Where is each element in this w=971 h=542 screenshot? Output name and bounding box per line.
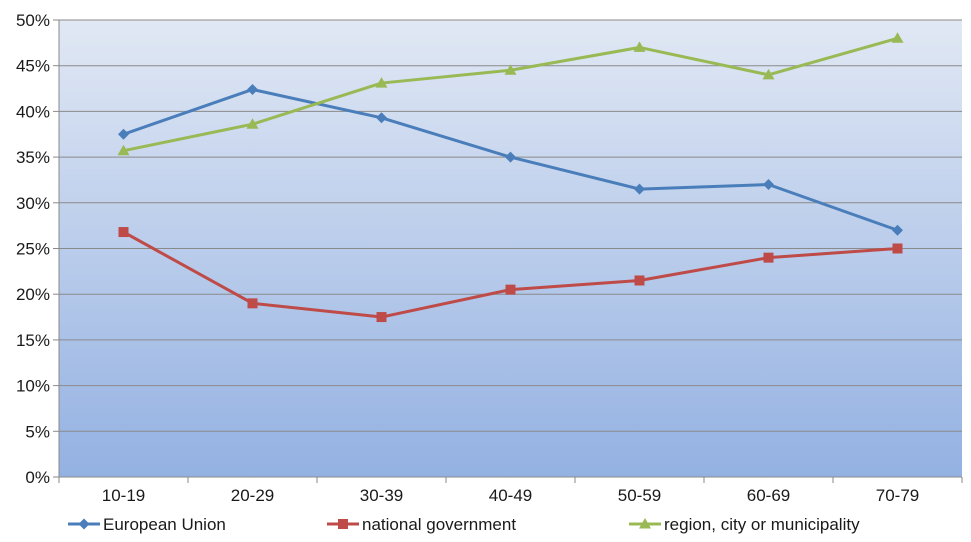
series-0 [118, 83, 903, 236]
data-point [376, 312, 387, 323]
y-axis-tick-labels: 0% 5% 10% 15% 20% 25% 30% 35% 40% 45% 50% [16, 11, 50, 487]
data-point [118, 227, 129, 238]
data-point [504, 64, 517, 75]
x-tick-label: 10-19 [102, 486, 145, 505]
x-tick-label: 50-59 [618, 486, 661, 505]
x-tick-label: 30-39 [360, 486, 403, 505]
legend-item: national government [327, 515, 516, 534]
data-point [505, 284, 516, 295]
legend-swatch-marker [338, 519, 348, 529]
legend: European Union national government region,… [68, 515, 860, 534]
y-tick-label: 5% [25, 422, 50, 441]
legend-swatch-marker [639, 518, 651, 529]
y-tick-label: 15% [16, 331, 50, 350]
data-point [246, 118, 259, 129]
y-tick-label: 50% [16, 11, 50, 30]
data-point [892, 243, 903, 254]
y-tick-label: 40% [16, 102, 50, 121]
data-point [634, 275, 645, 286]
data-point [891, 32, 904, 43]
data-point [633, 41, 646, 52]
y-tick-label: 20% [16, 285, 50, 304]
data-point [762, 68, 775, 80]
y-tick-label: 30% [16, 194, 50, 213]
legend-label: European Union [103, 515, 226, 534]
legend-swatch-marker [78, 518, 90, 530]
data-point [376, 112, 387, 124]
data-point [634, 183, 645, 195]
data-point [247, 83, 258, 95]
y-tick-label: 35% [16, 148, 50, 167]
y-tick-label: 25% [16, 240, 50, 259]
x-tick-label: 60-69 [747, 486, 790, 505]
y-tick-label: 0% [25, 468, 50, 487]
legend-item: European Union [68, 515, 226, 534]
data-point [118, 128, 129, 140]
data-point [892, 224, 903, 236]
x-axis-tick-labels: 10-19 20-29 30-39 40-49 50-59 60-69 70-79 [102, 486, 919, 505]
series-lines [117, 32, 904, 323]
data-point [375, 77, 388, 88]
data-point [763, 179, 774, 191]
x-tick-label: 40-49 [489, 486, 532, 505]
legend-label: national government [362, 515, 516, 534]
x-tick-label: 70-79 [876, 486, 919, 505]
axes [58, 20, 963, 483]
legend-label: region, city or municipality [664, 515, 860, 534]
data-point [763, 252, 774, 263]
y-tick-label: 10% [16, 377, 50, 396]
data-point [117, 144, 130, 156]
x-tick-label: 20-29 [231, 486, 274, 505]
data-point [505, 151, 516, 163]
legend-item: region, city or municipality [629, 515, 860, 534]
y-tick-label: 45% [16, 57, 50, 76]
series-1 [118, 227, 903, 323]
data-point [247, 298, 258, 309]
series-2 [117, 32, 904, 156]
